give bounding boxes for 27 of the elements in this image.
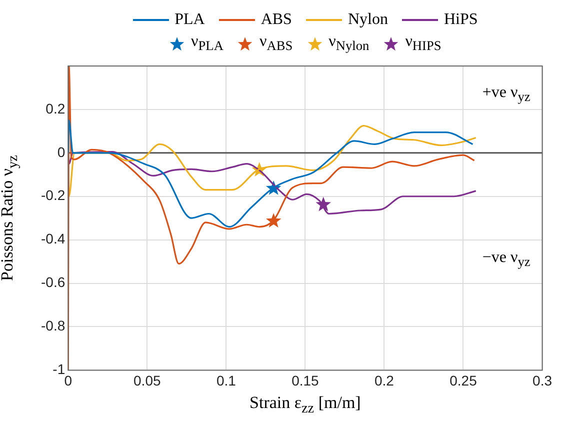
legend-label: ν$_{Nylon}$ [328, 32, 370, 56]
legend-label: ABS [260, 10, 292, 30]
y-tick-label: -0.2 [41, 187, 66, 204]
line-series [68, 151, 477, 215]
x-tick-label: 0.2 [374, 372, 394, 388]
legend-label: Nylon [348, 10, 388, 30]
x-tick-label: 0.3 [532, 372, 552, 388]
legend-label: HiPS [444, 10, 478, 30]
x-tick-label: 0.25 [450, 372, 478, 388]
annotation: +ve ν$_{yz}$ [482, 84, 530, 106]
x-axis-title: Strain ε$_{zz}$ [m/m] [250, 393, 361, 418]
y-tick-label: 0 [57, 144, 66, 160]
x-tick-label: 0.15 [292, 372, 320, 388]
y-tick-label: -0.8 [41, 318, 66, 334]
y-tick-label: 0.2 [46, 100, 66, 116]
legend-label: PLA [174, 10, 205, 30]
line-series [68, 124, 477, 198]
annotation: −ve ν$_{yz}$ [482, 248, 530, 270]
line-series [68, 120, 474, 228]
x-tick-label: 0.05 [134, 372, 161, 388]
y-tick-label: -1 [52, 361, 66, 378]
legend-label: ν$_{ABS}$ [259, 32, 293, 56]
y-tick-label: -0.4 [41, 230, 66, 247]
y-tick-label: -0.6 [41, 274, 66, 290]
x-tick-label: 0.1 [216, 372, 236, 388]
legend-label: ν$_{HIPS}$ [405, 32, 442, 56]
legend-label: ν$_{PLA}$ [191, 32, 224, 56]
